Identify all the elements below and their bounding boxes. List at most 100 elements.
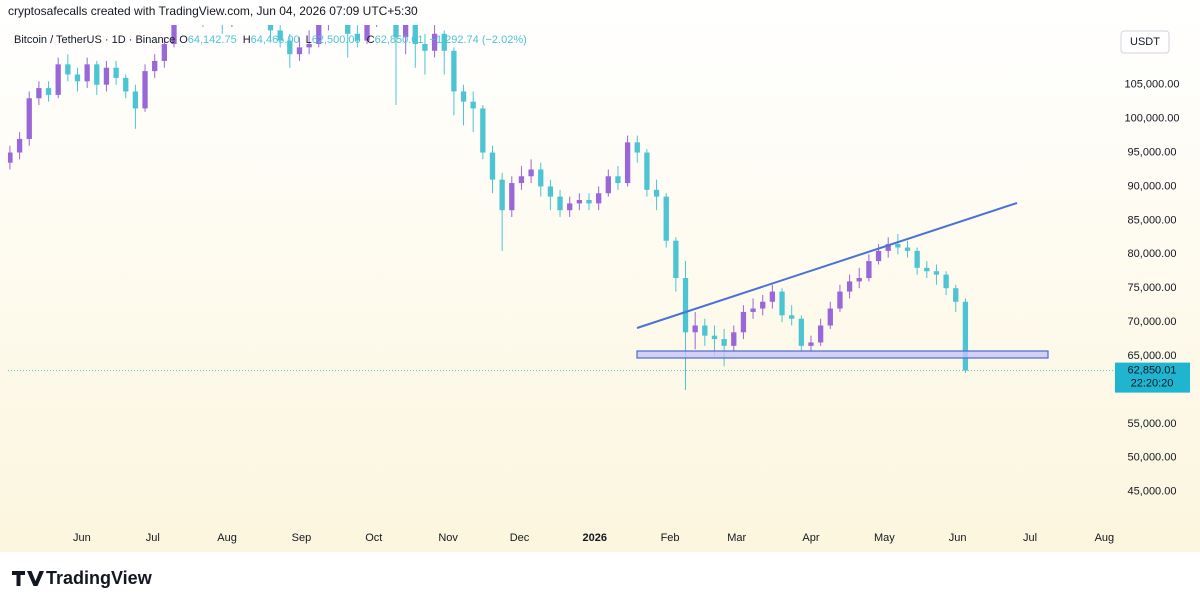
candle-body xyxy=(644,152,650,190)
x-tick-label: Apr xyxy=(802,532,819,544)
ohlc-key: O xyxy=(179,34,188,46)
candle-body xyxy=(924,267,930,272)
trend-line xyxy=(636,202,1018,329)
x-tick-label: Nov xyxy=(438,532,458,544)
candle-body xyxy=(769,291,776,302)
x-tick-label: Sep xyxy=(292,532,312,544)
x-tick-label: Jun xyxy=(949,532,967,544)
candle-body xyxy=(509,183,515,211)
candle-body xyxy=(711,335,718,340)
y-tick-label: 55,000.00 xyxy=(1128,418,1177,430)
candle-body xyxy=(441,33,447,51)
candle-body xyxy=(943,274,949,289)
y-tick-label: 45,000.00 xyxy=(1128,486,1177,498)
candle-body xyxy=(789,315,795,319)
currency-box xyxy=(1120,30,1170,54)
candle-body xyxy=(740,311,747,333)
x-tick-label: Jul xyxy=(146,532,160,544)
ohlc-value: 64,465.00 xyxy=(251,34,300,46)
candle-body xyxy=(875,250,882,262)
candle-body xyxy=(538,169,544,187)
candle-body xyxy=(26,98,32,139)
candle-body xyxy=(74,74,81,82)
candle-body xyxy=(837,291,843,309)
header: cryptosafecalls created with TradingView… xyxy=(8,4,418,18)
candle-body xyxy=(682,278,689,333)
ohlc-key: H xyxy=(243,34,251,46)
candle-body xyxy=(557,196,563,211)
candle-body xyxy=(431,33,438,51)
x-tick-label: Mar xyxy=(727,532,746,544)
candle-body xyxy=(866,261,872,279)
candle-body xyxy=(586,200,592,204)
x-tick-label: Aug xyxy=(217,532,237,544)
x-tick-label: Aug xyxy=(1095,532,1115,544)
candle-body xyxy=(914,250,920,268)
candle-body xyxy=(8,152,13,163)
candle-body xyxy=(750,308,756,312)
price-label-box xyxy=(1115,362,1190,393)
candle-body xyxy=(460,91,467,102)
y-tick-label: 95,000.00 xyxy=(1128,146,1177,158)
candle-body xyxy=(470,101,476,109)
candle-body xyxy=(354,33,361,41)
candle-body xyxy=(123,77,129,92)
x-tick-label: Jul xyxy=(1023,532,1037,544)
y-tick-label: 80,000.00 xyxy=(1128,248,1177,260)
candle-body xyxy=(499,179,505,211)
candle-body xyxy=(55,64,61,95)
y-tick-label: 85,000.00 xyxy=(1128,214,1177,226)
support-zone xyxy=(636,350,1049,359)
candle-body xyxy=(779,291,785,316)
candle-body xyxy=(528,169,534,177)
candle-body xyxy=(962,301,969,371)
candle-body xyxy=(316,25,322,44)
candle-body xyxy=(653,189,660,197)
ohlc-value: 62,850.01 xyxy=(375,34,424,46)
candle-body xyxy=(171,25,177,44)
symbol: Bitcoin / TetherUS · 1D · Binance xyxy=(14,34,175,46)
candle-body xyxy=(161,43,168,61)
candle-body xyxy=(596,193,602,204)
candle-body xyxy=(287,40,293,55)
candle-body xyxy=(953,288,959,302)
candle-body xyxy=(663,196,669,241)
brand: TradingView xyxy=(46,568,153,588)
y-tick-label: 75,000.00 xyxy=(1128,282,1177,294)
currency: USDT xyxy=(1130,36,1160,48)
candle-body xyxy=(808,342,814,346)
candle-body xyxy=(152,60,158,72)
candle-body xyxy=(846,281,853,292)
candle-body xyxy=(489,152,496,180)
candle-body xyxy=(364,25,370,41)
candle-body xyxy=(731,332,737,346)
candle-body xyxy=(142,71,148,109)
y-tick-label: 100,000.00 xyxy=(1124,113,1179,125)
candle-body xyxy=(103,67,110,85)
candle-body xyxy=(692,325,698,333)
y-tick-label: 90,000.00 xyxy=(1128,180,1177,192)
x-tick-label: Feb xyxy=(661,532,680,544)
candle-body xyxy=(65,64,71,75)
candle-body xyxy=(345,25,351,34)
candle-body xyxy=(480,108,486,153)
candle-body xyxy=(673,240,679,279)
countdown: 22:20:20 xyxy=(1131,378,1174,390)
candle-body xyxy=(760,301,766,309)
candle-body xyxy=(567,203,573,211)
y-tick-label: 70,000.00 xyxy=(1128,316,1177,328)
chart-background xyxy=(0,0,1200,552)
candles xyxy=(8,25,969,390)
brand-logo: TradingView xyxy=(12,568,153,588)
ohlc-value: 64,142.75 xyxy=(188,34,237,46)
candle-body xyxy=(624,142,631,184)
candle-body xyxy=(827,308,833,326)
candle-body xyxy=(451,50,457,92)
candle-body xyxy=(856,278,862,282)
last-price-label: 62,850.01 xyxy=(1128,365,1177,377)
candle-body xyxy=(113,67,119,78)
candle-body xyxy=(615,176,621,184)
candle-body xyxy=(36,88,42,99)
legend: Bitcoin / TetherUS · 1D · Binance O64,142… xyxy=(14,34,527,46)
